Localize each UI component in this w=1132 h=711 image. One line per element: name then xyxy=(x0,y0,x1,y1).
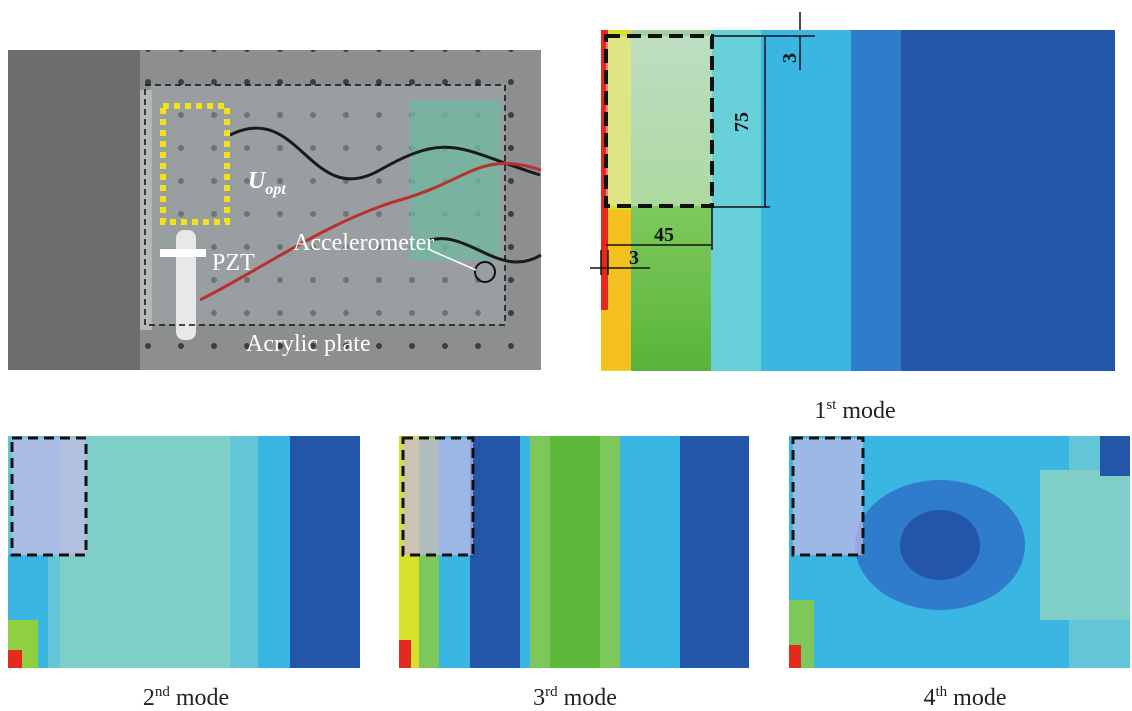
pzt-label: PZT xyxy=(212,250,255,276)
dim-top-gap: 3 xyxy=(779,53,801,63)
accelerometer-label: Accelerometer xyxy=(293,230,434,256)
photo: Uopt PZT Accelerometer Acrylic plate xyxy=(8,50,541,370)
dim-left-gap: 3 xyxy=(629,247,639,269)
mode-3-plot xyxy=(399,436,749,668)
mode-4-plot xyxy=(789,436,1130,668)
mode-2-plot xyxy=(8,436,360,668)
dim-height: 75 xyxy=(731,112,753,132)
dim-width: 45 xyxy=(654,224,674,246)
plate-label: Acrylic plate xyxy=(246,331,371,357)
figure: Uopt PZT Accelerometer Acrylic plate 75 … xyxy=(0,0,1132,711)
mode-1-plot: 75 3 45 3 xyxy=(590,12,1115,371)
